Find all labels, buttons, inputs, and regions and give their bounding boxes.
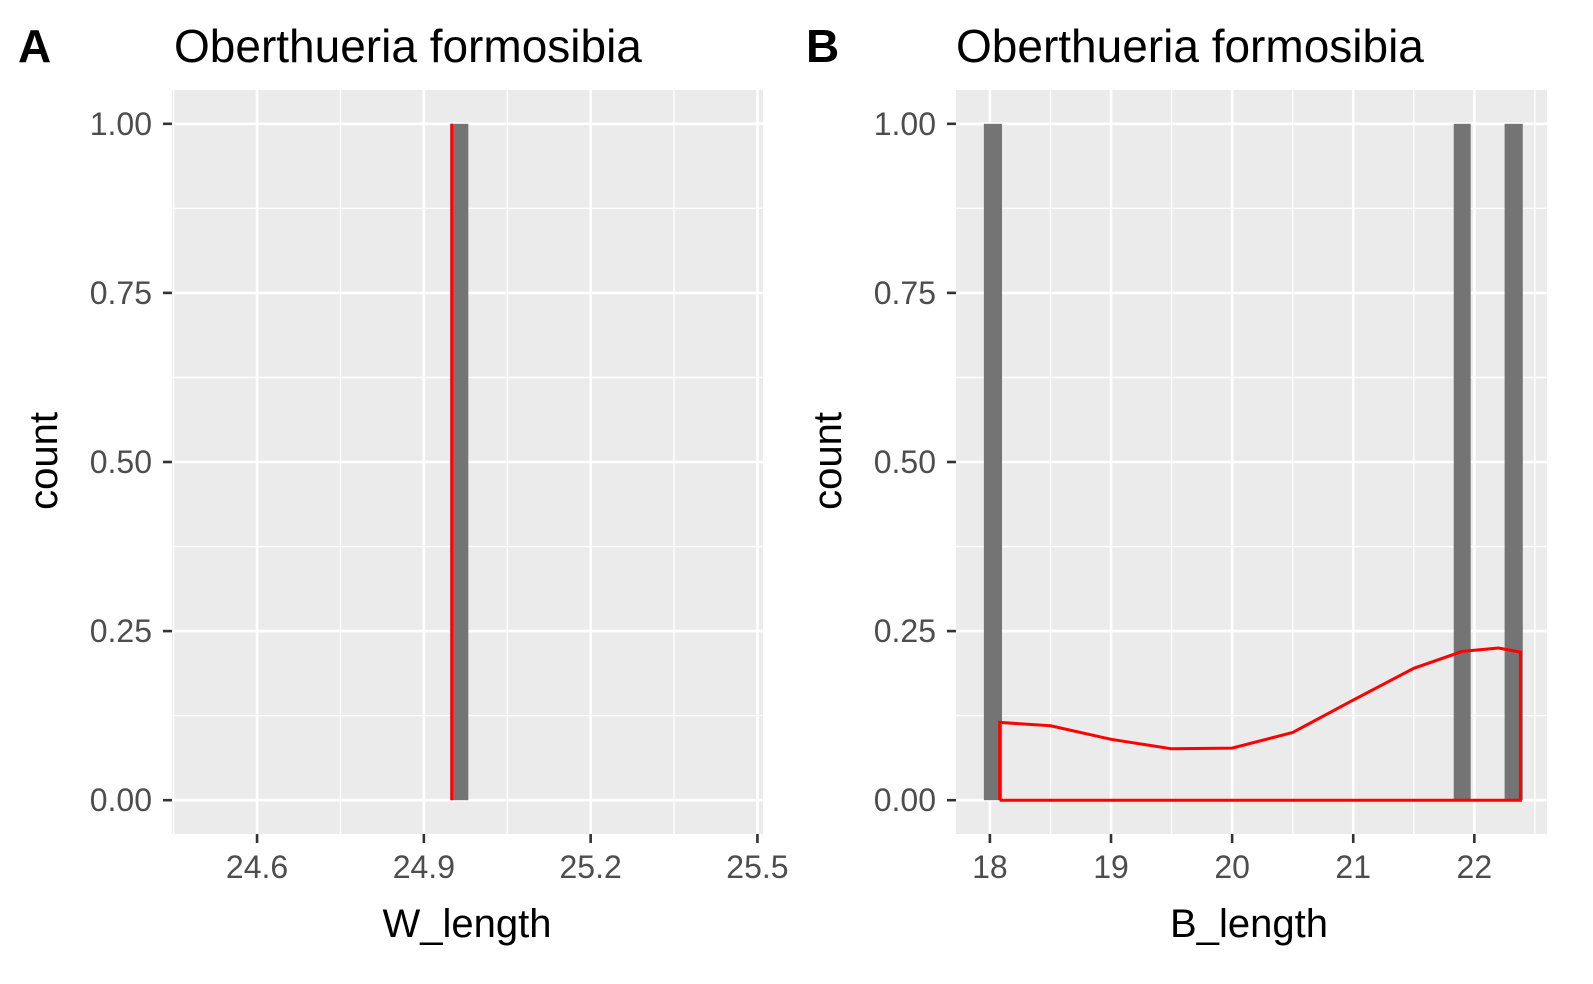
panel-a-y-tick-label: 0.00 (90, 782, 152, 818)
panel-b-y-tick-label: 0.75 (874, 275, 936, 311)
panel-a-y-tick-label: 0.50 (90, 444, 152, 480)
panel-b-x-tick-label: 22 (1457, 849, 1493, 885)
panel-b-x-tick-label: 21 (1335, 849, 1371, 885)
panel-a-histogram-bar (451, 123, 469, 801)
panel-a-x-axis-title: W_length (383, 902, 552, 946)
panel-b-density-curve (998, 646, 1522, 802)
panel-b-x-tick-label: 20 (1214, 849, 1250, 885)
panel-b-y-tick-label: 0.25 (874, 613, 936, 649)
panel-a-y-tick-label: 0.25 (90, 613, 152, 649)
panel-b-x-tick-label: 19 (1093, 849, 1129, 885)
panel-b-title: Oberthueria formosibia (956, 20, 1424, 72)
panel-b-histogram-bar (1504, 123, 1523, 801)
panel-a-y-tick-label: 0.75 (90, 275, 152, 311)
panel-a-plot: 24.6 24.9 25.2 25.5 0.00 0.25 0.50 0.75 1.00 (90, 90, 789, 885)
panel-a-label: A (18, 20, 51, 72)
panel-b-histogram-bar (1453, 123, 1471, 801)
panel-a-y-tick-label: 1.00 (90, 106, 152, 142)
panel-a-x-tick-label: 25.2 (560, 849, 622, 885)
panel-a-y-axis-title: count (22, 412, 66, 510)
panel-a-x-tick-label: 25.5 (726, 849, 788, 885)
panel-a-x-tick-label: 24.6 (226, 849, 288, 885)
panel-b-plot: 18 19 20 21 22 0.00 0.25 0.50 0.75 1.00 (874, 90, 1547, 885)
panel-b-y-tick-label: 1.00 (874, 106, 936, 142)
panel-b-x-axis-title: B_length (1170, 902, 1328, 946)
panel-b-y-tick-label: 0.50 (874, 444, 936, 480)
panel-b-x-tick-label: 18 (972, 849, 1008, 885)
panel-a-title: Oberthueria formosibia (174, 20, 642, 72)
panel-a: 24.6 24.9 25.2 25.5 0.00 0.25 0.50 0.75 1.00 A O… (18, 20, 789, 946)
panel-a-x-tick-label: 24.9 (393, 849, 455, 885)
panel-b-y-tick-label: 0.00 (874, 782, 936, 818)
panel-b: 18 19 20 21 22 0.00 0.25 0.50 0.75 1.00 B Oberthu… (806, 20, 1547, 946)
panel-b-histogram-bar (983, 123, 1003, 801)
panel-b-y-axis-title: count (806, 412, 850, 510)
panel-b-label: B (806, 20, 839, 72)
